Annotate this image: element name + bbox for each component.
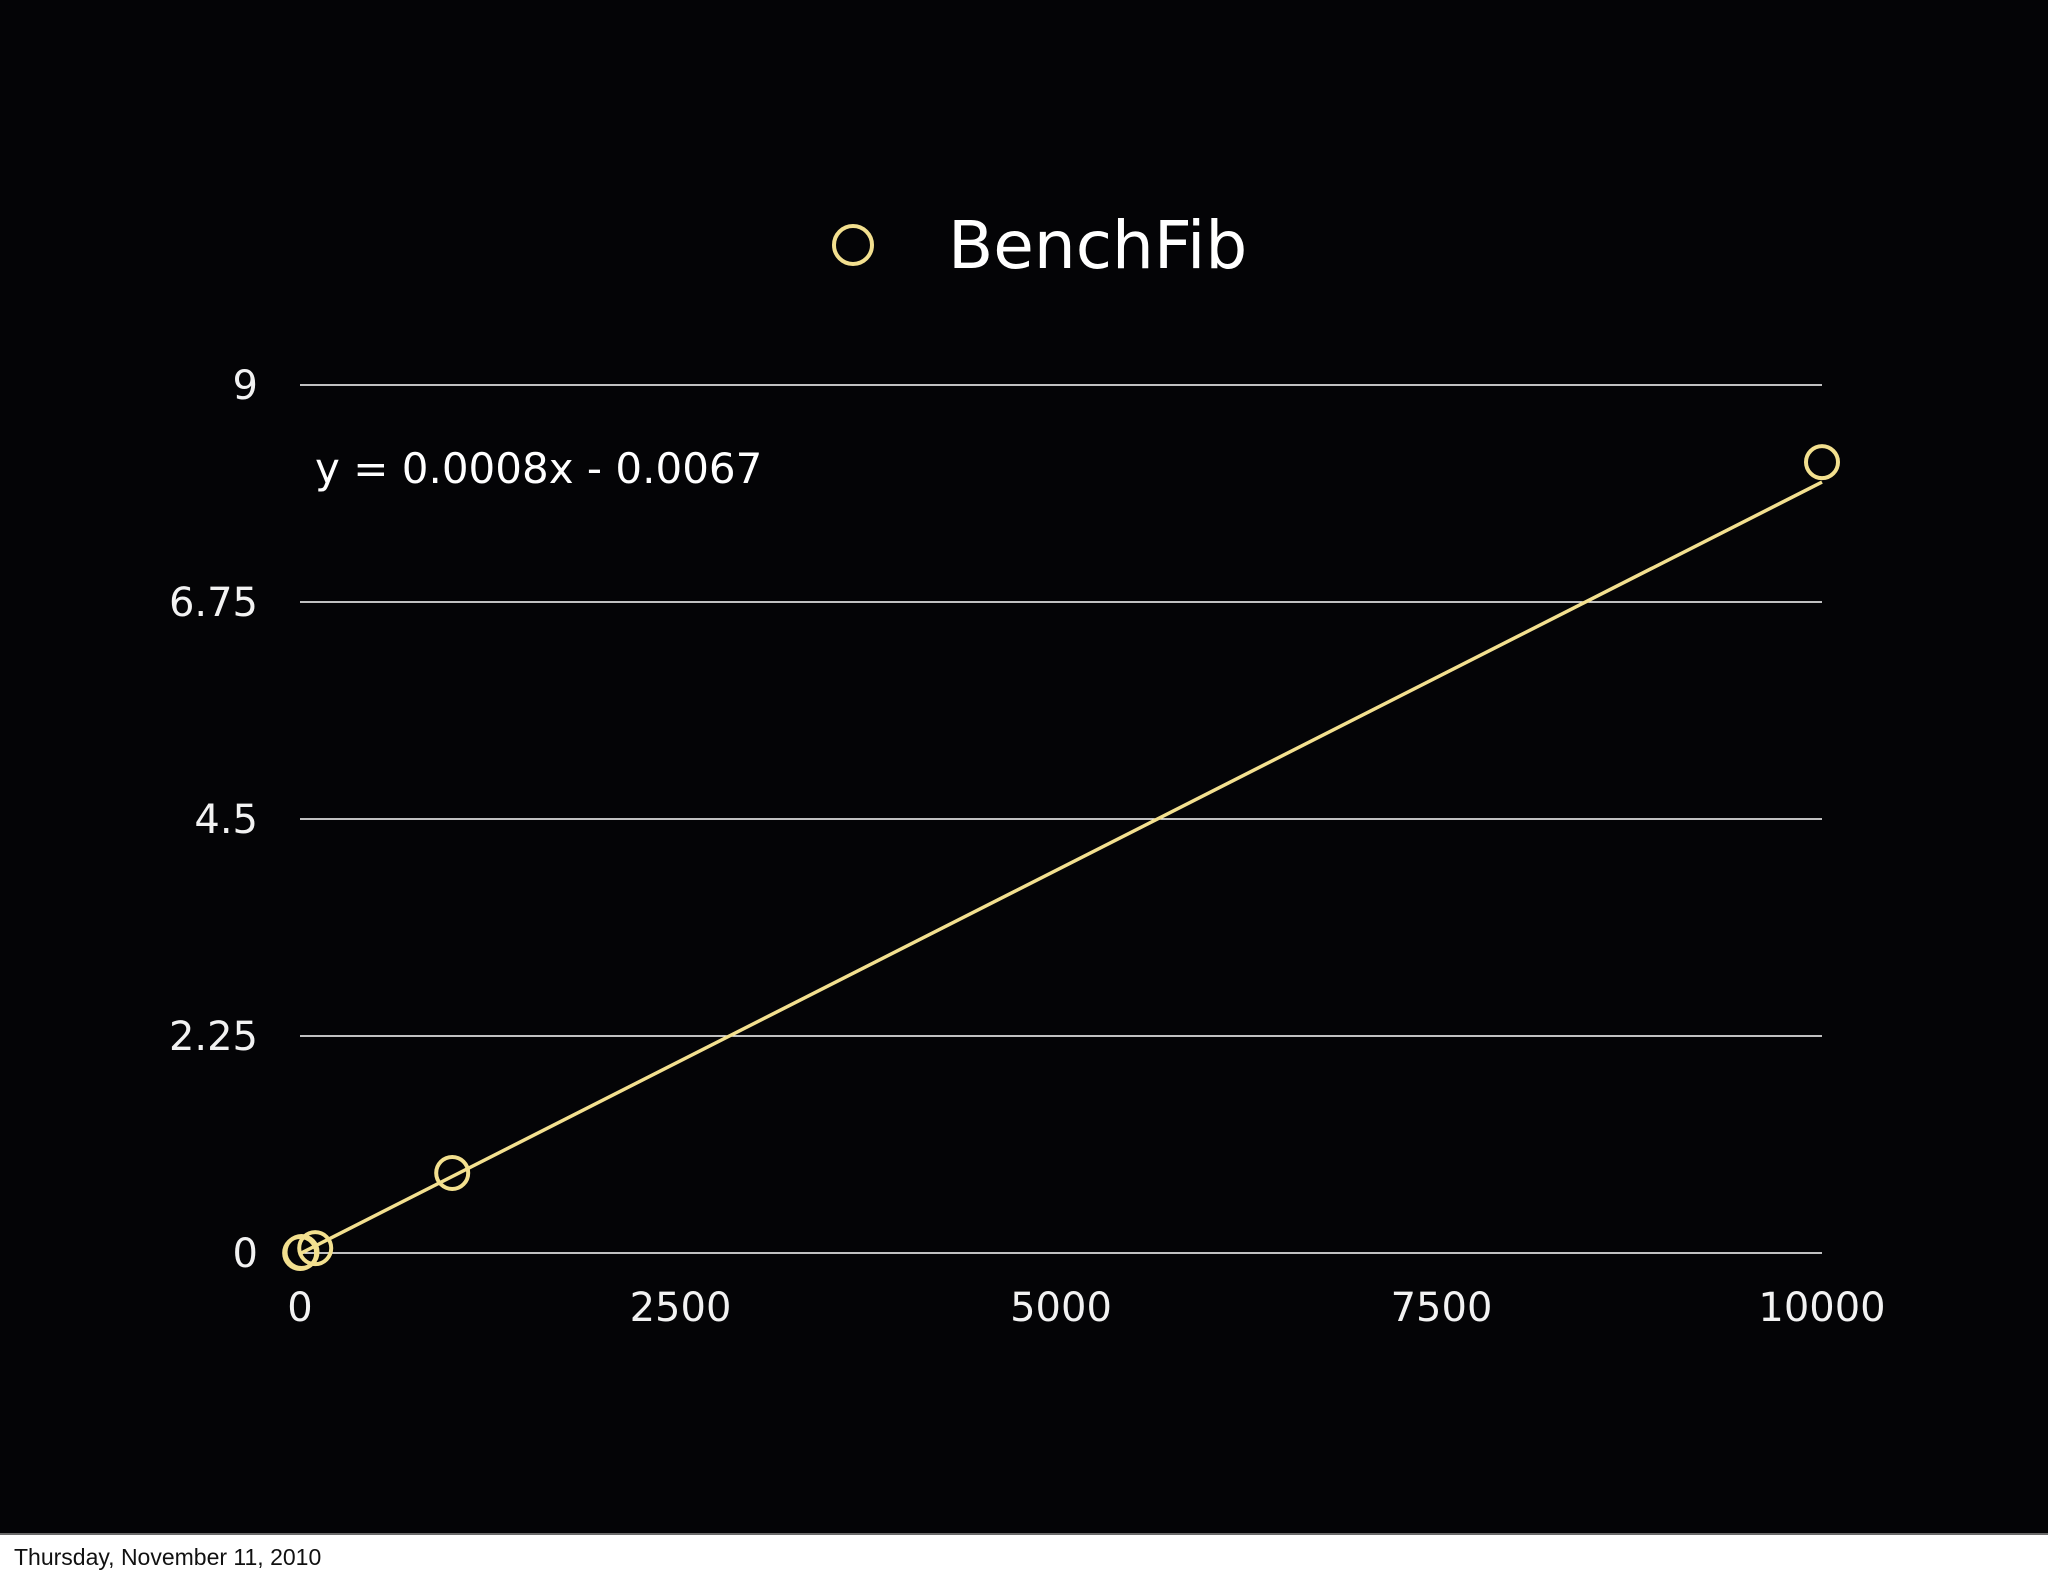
legend-label: BenchFib: [948, 207, 1247, 284]
data-points: [282, 444, 1840, 1271]
data-point: [283, 1234, 320, 1271]
y-tick-label: 0: [233, 1231, 258, 1277]
y-tick-label: 6.75: [169, 580, 258, 626]
x-tick-label: 2500: [630, 1285, 732, 1331]
data-point: [297, 1230, 334, 1267]
y-tick-label: 9: [233, 363, 258, 409]
trendline: [299, 480, 1823, 1256]
data-point: [434, 1154, 471, 1191]
x-tick-label: 5000: [1010, 1285, 1112, 1331]
footer-date: Thursday, November 11, 2010: [14, 1544, 322, 1570]
trendline-equation: y = 0.0008x - 0.0067: [315, 444, 762, 493]
data-point: [1804, 444, 1840, 481]
legend: BenchFib: [832, 207, 1247, 284]
trendline-group: [299, 480, 1823, 1256]
scatter-chart: 0 2.25 4.5 6.75 9 0 2500 5000 7500 10000 BenchFi…: [169, 207, 1886, 1331]
y-axis-ticks: 0 2.25 4.5 6.75 9: [169, 363, 258, 1277]
y-tick-label: 4.5: [194, 797, 258, 843]
x-tick-label: 7500: [1391, 1285, 1493, 1331]
x-axis-ticks: 0 2500 5000 7500 10000: [287, 1285, 1885, 1331]
grid-lines: [300, 384, 1822, 1254]
y-tick-label: 2.25: [169, 1014, 258, 1060]
legend-marker-circle-icon: [832, 224, 874, 266]
x-tick-label: 10000: [1758, 1285, 1885, 1331]
x-tick-label: 0: [287, 1285, 312, 1331]
slide-background: 0 2.25 4.5 6.75 9 0 2500 5000 7500 10000 BenchFi…: [0, 0, 2048, 1535]
